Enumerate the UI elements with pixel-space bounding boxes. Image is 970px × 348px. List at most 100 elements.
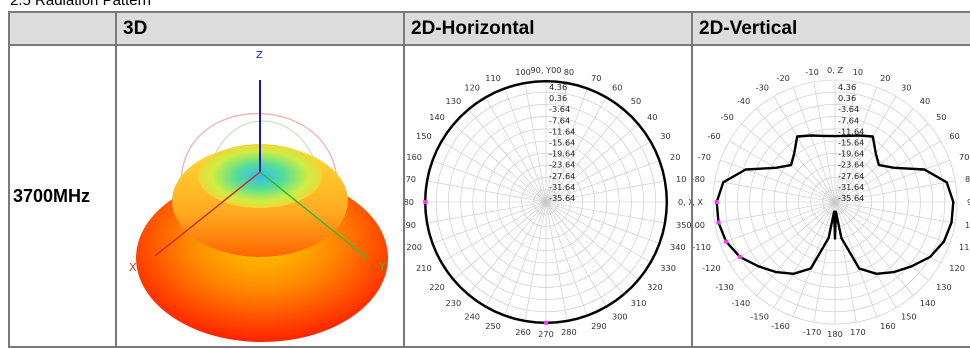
grid-spoke: [545, 201, 652, 264]
grid-spoke: [834, 140, 941, 203]
angle-label: 130: [446, 96, 462, 106]
angle-label: 120: [949, 263, 965, 273]
radiation-pattern-table: 3D 2D-Horizontal 2D-Vertical 3700MHz: [8, 11, 970, 348]
ring-label: -23.64: [838, 160, 864, 170]
grid-spoke: [834, 201, 950, 244]
angle-label: 270: [538, 329, 554, 339]
grid-spoke: [545, 201, 640, 281]
header-3d-label: 3D: [123, 18, 148, 39]
ring-label: -19.64: [838, 149, 864, 159]
grid-spoke: [834, 201, 956, 224]
ring-label: -3.64: [838, 104, 859, 114]
polar-vertical: 4.360.36-3.64-7.64-11.64 -15.64-19.64-23.…: [693, 65, 970, 339]
grid-spoke: [504, 87, 547, 203]
angle-label: 170: [850, 327, 866, 337]
grid-spoke: [729, 201, 836, 264]
angle-label: 280: [561, 327, 577, 337]
angle-label: -110: [693, 242, 711, 252]
angle-label: 100: [965, 220, 970, 230]
angle-label: 30: [660, 131, 670, 141]
grid-spoke: [834, 201, 914, 296]
header-2d-vertical: 2D-Vertical: [691, 11, 970, 46]
grid-spoke: [545, 201, 608, 308]
angle-label: 250: [485, 321, 501, 331]
grid-spoke: [773, 201, 836, 308]
grid-spoke: [545, 201, 667, 224]
ring-label: -23.64: [549, 160, 575, 170]
angle-label: 50: [631, 96, 641, 106]
grid-spoke: [545, 108, 625, 203]
grid-spoke: [545, 201, 588, 317]
grid-spoke: [440, 201, 547, 264]
ring-label: -15.64: [838, 138, 864, 148]
angle-label: -70: [698, 152, 711, 162]
grid-spoke: [793, 87, 836, 203]
angle-label: 200: [406, 242, 422, 252]
grid-spoke: [467, 201, 547, 296]
ring-label: -31.64: [549, 182, 575, 192]
angle-label: 170: [405, 174, 416, 184]
angle-label: 210: [416, 263, 432, 273]
pattern-marker: [724, 239, 729, 244]
ring-label: -19.64: [549, 149, 575, 159]
grid-spoke: [834, 108, 914, 203]
grid-spoke: [545, 160, 661, 203]
grid-spoke: [467, 108, 547, 203]
grid-spoke: [484, 96, 547, 203]
grid-spoke: [524, 81, 547, 203]
angle-label: 140: [429, 112, 445, 122]
header-2d-horizontal: 2D-Horizontal: [403, 11, 693, 46]
polar-horizontal: 4.360.36-3.64-7.64-11.64 -15.64-19.64-23.…: [405, 65, 691, 339]
grid-spoke: [545, 201, 625, 296]
angle-label: 160: [880, 321, 896, 331]
angle-label: 140: [920, 298, 936, 308]
angle-label: 180: [827, 329, 843, 339]
header-3d: 3D: [115, 11, 405, 46]
angle-label: 340: [670, 242, 686, 252]
angle-label: 90, Y00: [530, 65, 561, 75]
angle-label: -90, X: [693, 197, 703, 207]
angle-label: 70: [591, 73, 601, 83]
x-axis: [154, 171, 261, 257]
angle-label: 120: [464, 83, 480, 93]
plot-2d-horizontal-cell: 4.36 0.36 -3.64 -7.64 -11.64 -15.64 -19.64 -23.…: [403, 44, 693, 348]
grid-spoke: [729, 140, 836, 203]
angle-label: -160: [771, 321, 790, 331]
angle-label: -10: [805, 67, 818, 77]
angle-label: 0, X: [678, 197, 691, 207]
angle-label: 320: [647, 282, 663, 292]
grid-spoke: [524, 201, 547, 323]
top-dimple: [198, 144, 322, 208]
ring-label: -15.64: [549, 138, 575, 148]
ring-label: -27.64: [838, 171, 864, 181]
angle-label: 10: [676, 174, 686, 184]
header-2d-vertical-label: 2D-Vertical: [699, 18, 798, 39]
grid-spoke: [834, 87, 877, 203]
grid-spoke: [834, 160, 950, 203]
ring-label: -7.64: [549, 115, 570, 125]
grid-spoke: [834, 81, 857, 203]
angle-label: 40: [920, 96, 930, 106]
angle-label: 150: [901, 311, 917, 321]
angle-label: -50: [721, 112, 734, 122]
angle-label: -20: [777, 73, 790, 83]
angle-label: 80: [965, 174, 970, 184]
section-title: 2.5 Radiation Pattern: [10, 0, 151, 9]
grid-spoke: [440, 140, 547, 203]
angle-label: 30: [901, 83, 911, 93]
y-axis-label: Y: [378, 260, 386, 273]
angle-label: 190: [405, 220, 416, 230]
grid-spoke: [425, 180, 547, 203]
angle-label: -130: [715, 282, 734, 292]
angle-label: 60: [612, 83, 622, 93]
angle-label: 230: [446, 298, 462, 308]
angle-label: 110: [485, 73, 501, 83]
grid-spoke: [813, 81, 836, 203]
angle-label: 90, X: [967, 197, 970, 207]
angle-label: 70: [959, 152, 969, 162]
angle-label: 310: [631, 298, 647, 308]
angle-label: 20: [880, 73, 890, 83]
plot-3d-cell: Z X Y: [115, 44, 405, 348]
angle-label: 20: [670, 152, 680, 162]
header-2d-horizontal-label: 2D-Horizontal: [411, 18, 535, 39]
